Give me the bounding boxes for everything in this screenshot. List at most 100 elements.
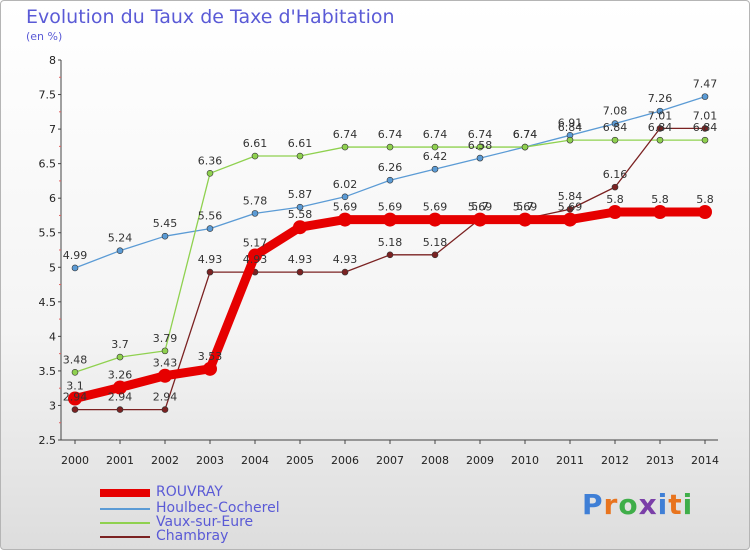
data-point (698, 205, 712, 219)
x-tick-label: 2002 (151, 454, 179, 467)
chart-title: Evolution du Taux de Taxe d'Habitation (26, 6, 395, 28)
data-point (656, 125, 664, 132)
data-label: 5.18 (378, 236, 403, 249)
y-tick-label: 5 (49, 261, 56, 274)
data-label: 3.53 (198, 350, 223, 363)
data-label: 6.84 (648, 121, 673, 134)
data-point (161, 347, 169, 355)
data-point (116, 406, 124, 413)
data-label: 4.93 (198, 253, 223, 266)
data-label: 4.93 (243, 253, 268, 266)
data-label: 5.69 (513, 201, 538, 214)
data-label: 5.78 (243, 194, 268, 207)
data-point (611, 120, 619, 127)
data-label: 5.45 (153, 217, 178, 230)
data-point (431, 165, 439, 173)
data-label: 6.74 (333, 128, 358, 141)
data-point (521, 143, 529, 151)
y-tick-label: 2.5 (39, 434, 57, 447)
data-point (341, 193, 349, 201)
data-point (431, 143, 439, 151)
data-label: 6.02 (333, 178, 358, 191)
x-tick-label: 2005 (286, 454, 314, 467)
x-tick-label: 2003 (196, 454, 224, 467)
logo-letter: i (657, 488, 669, 521)
data-point (341, 143, 349, 151)
x-tick-label: 2012 (601, 454, 629, 467)
data-label: 6.58 (468, 139, 493, 152)
data-label: 5.69 (423, 201, 448, 214)
data-label: 7.01 (693, 109, 718, 122)
data-label: 3.48 (63, 353, 88, 366)
data-label: 6.91 (558, 116, 583, 129)
data-label: 6.74 (423, 128, 448, 141)
y-tick-label: 8 (49, 54, 56, 67)
data-label: 2.94 (108, 391, 133, 404)
data-point (296, 152, 304, 160)
data-label: 4.99 (63, 249, 88, 262)
x-tick-label: 2009 (466, 454, 494, 467)
logo-letter: x (638, 488, 658, 521)
data-point (296, 268, 304, 276)
data-label: 6.74 (378, 128, 403, 141)
data-label: 5.56 (198, 210, 223, 223)
data-label: 5.18 (423, 236, 448, 249)
x-tick-label: 2013 (646, 454, 674, 467)
series-lines (68, 93, 712, 413)
data-point (701, 125, 709, 132)
data-label: 6.16 (603, 168, 628, 181)
y-tick-label: 4.5 (39, 296, 57, 309)
data-label: 2.94 (63, 391, 88, 404)
legend-label: Chambray (156, 528, 229, 544)
data-label: 6.74 (513, 128, 538, 141)
data-point (611, 183, 619, 191)
y-tick-label: 7.5 (39, 89, 57, 102)
data-label: 5.7 (471, 200, 489, 213)
data-label: 5.87 (288, 188, 313, 201)
legend-swatch (100, 522, 150, 524)
y-tick-label: 3.5 (39, 365, 57, 378)
data-label: 3.7 (111, 338, 129, 351)
data-point (251, 210, 259, 217)
legend-label: Houlbec-Cocherel (156, 500, 280, 516)
data-label: 3.79 (153, 332, 178, 345)
y-tick-label: 7 (49, 123, 56, 136)
logo-letter: o (618, 488, 639, 521)
data-point (476, 154, 484, 162)
logo-letter: i (682, 488, 694, 521)
x-tick-label: 2011 (556, 454, 584, 467)
x-tick-label: 2000 (61, 454, 89, 467)
y-tick-label: 6 (49, 192, 56, 205)
data-point (203, 361, 217, 376)
x-tick-label: 2010 (511, 454, 539, 467)
data-point (656, 107, 664, 115)
data-point (248, 248, 262, 263)
data-label: 4.93 (288, 253, 313, 266)
y-tick-label: 3 (49, 399, 56, 412)
data-label: 5.24 (108, 232, 133, 245)
x-tick-label: 2004 (241, 454, 269, 467)
data-label: 4.93 (333, 253, 358, 266)
data-point (656, 136, 664, 144)
legend-swatch (100, 508, 150, 510)
data-label: 7.01 (648, 109, 673, 122)
data-point (383, 212, 397, 227)
data-point (518, 212, 532, 227)
logo-letter: r (603, 488, 619, 521)
data-point (653, 205, 667, 219)
data-point (161, 406, 169, 413)
data-label: 6.36 (198, 154, 223, 167)
data-point (566, 136, 574, 144)
x-tick-label: 2008 (421, 454, 449, 467)
data-label: 5.8 (696, 193, 714, 206)
legend-item-chambray: Chambray (100, 528, 420, 544)
y-tick-label: 4 (49, 330, 56, 343)
series-houlbec-cocherel (71, 93, 709, 272)
legend-item-houlbec-cocherel: Houlbec-Cocherel (100, 500, 420, 516)
data-labels: 4.99 5.24 5.45 5.56 5.78 5.87 6.02 6.26 6.42 6.58… (63, 78, 718, 404)
data-point (563, 212, 577, 227)
unit-label: (en %) (26, 30, 63, 43)
data-point (701, 136, 709, 144)
